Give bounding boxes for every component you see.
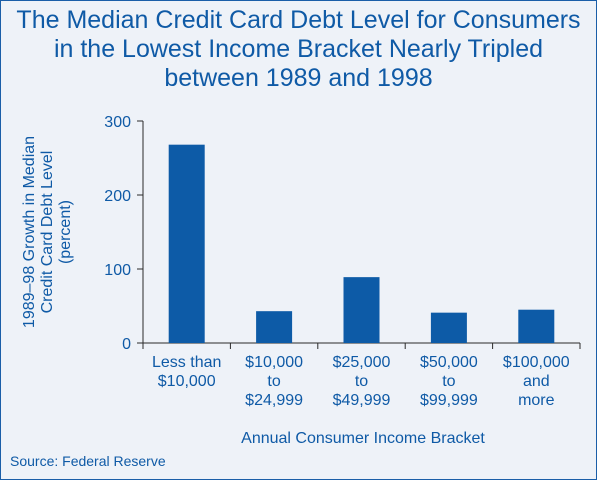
- x-tick-label: $10,000 to $24,999: [245, 354, 303, 409]
- chart-title-line-3: between 1989 and 1998: [164, 64, 433, 92]
- bar: [168, 144, 205, 343]
- bars: [168, 144, 555, 343]
- y-axis-label: 1989–98 Growth in MedianCredit Card Debt…: [21, 136, 74, 328]
- y-tick-label: 300: [104, 114, 131, 131]
- x-tick-label-line: $49,999: [333, 392, 391, 409]
- y-tick-label: 0: [122, 336, 131, 353]
- x-tick-label-line: $10,000: [158, 373, 216, 390]
- y-tick-label: 100: [104, 262, 131, 279]
- x-tick-label-line: $24,999: [245, 392, 303, 409]
- chart-title-line-2: in the Lowest Income Bracket Nearly Trip…: [53, 35, 544, 63]
- x-tick-label-line: $100,000: [503, 354, 570, 371]
- x-tick-label-line: $10,000: [245, 354, 303, 371]
- bar: [343, 277, 380, 343]
- y-tick-label: 200: [104, 188, 131, 205]
- x-tick-label-line: to: [267, 373, 280, 390]
- x-tick-label-line: to: [442, 373, 455, 390]
- y-axis: 0 100 200 300: [104, 114, 144, 353]
- y-axis-label-line: 1989–98 Growth in Median: [21, 136, 38, 328]
- x-tick-label-line: and: [523, 373, 550, 390]
- x-tick-label: Less than $10,000: [152, 354, 221, 390]
- x-tick-label-line: $99,999: [420, 392, 478, 409]
- bar: [518, 309, 555, 343]
- x-tick-label: $25,000 to $49,999: [333, 354, 391, 409]
- bar: [430, 312, 467, 343]
- x-tick-label: $50,000 to $99,999: [420, 354, 478, 409]
- x-tick-label-line: $25,000: [333, 354, 391, 371]
- bar: [256, 311, 293, 343]
- y-axis-label-line: Credit Card Debt Level: [39, 151, 56, 314]
- x-axis: [142, 342, 581, 349]
- x-axis-label: Annual Consumer Income Bracket: [241, 430, 485, 447]
- x-tick-label-line: Less than: [152, 354, 221, 371]
- chart-title-line-1: The Median Credit Card Debt Level for Co…: [16, 6, 581, 34]
- chart-title: The Median Credit Card Debt Level for Co…: [0, 6, 597, 93]
- y-axis-label-text: 1989–98 Growth in MedianCredit Card Debt…: [21, 136, 74, 328]
- x-tick-label: $100,000 and more: [503, 354, 570, 409]
- x-tick-label-line: more: [518, 392, 555, 409]
- x-tick-labels: Less than $10,000 $10,000 to $24,999 $25,000 t…: [152, 354, 570, 409]
- source-note: Source: Federal Reserve: [10, 453, 166, 469]
- y-axis-label-line: (percent): [57, 200, 74, 264]
- x-tick-label-line: $50,000: [420, 354, 478, 371]
- x-tick-label-line: to: [355, 373, 368, 390]
